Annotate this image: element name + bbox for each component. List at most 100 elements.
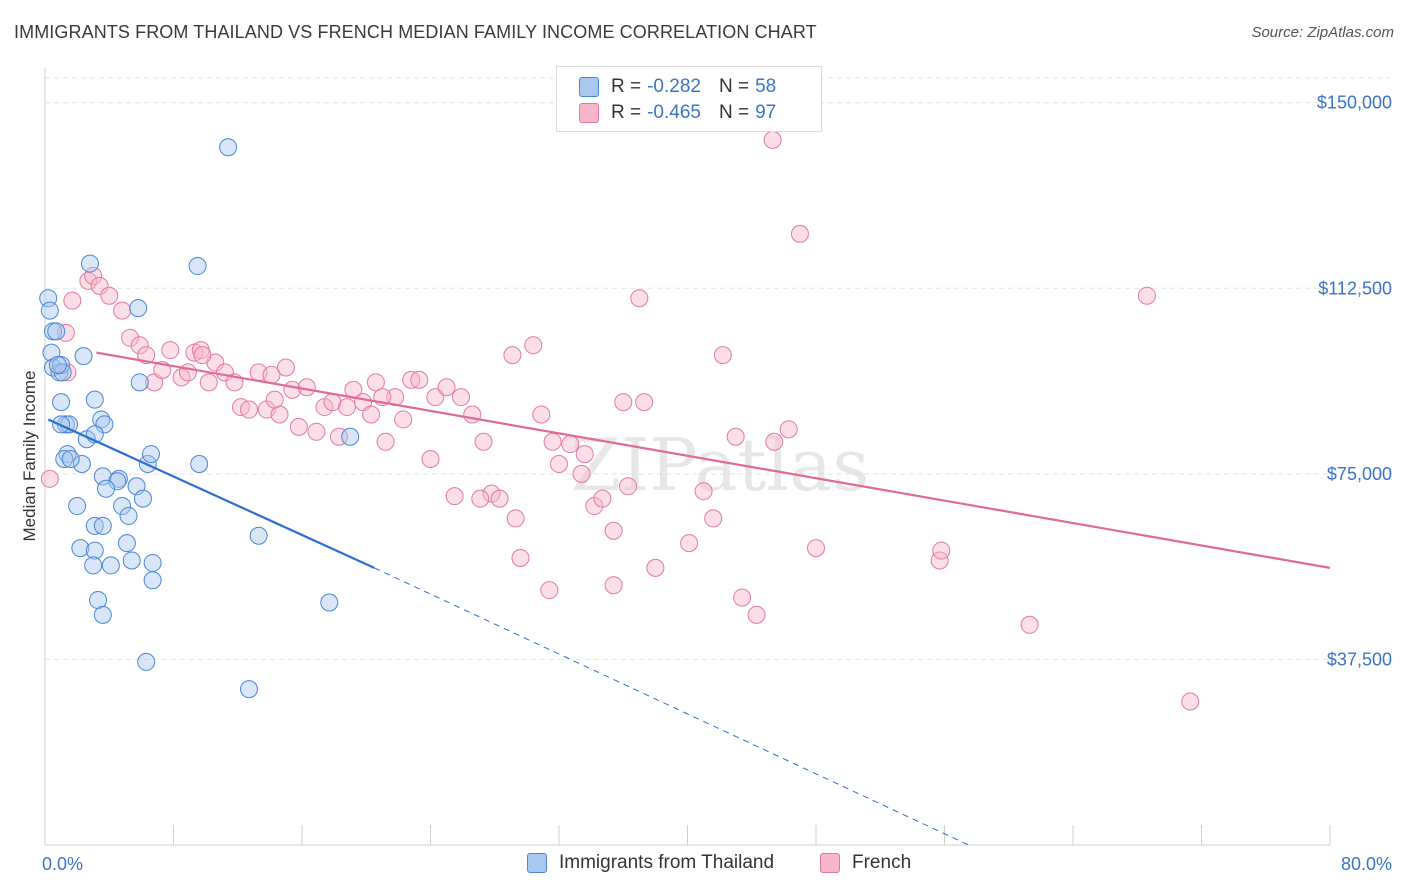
french-point — [765, 432, 784, 451]
thailand-point — [122, 551, 141, 570]
thailand-point — [89, 591, 108, 610]
french-point — [1137, 286, 1156, 305]
y-tick-label: $150,000 — [1317, 93, 1392, 113]
legend-item-french[interactable]: French — [820, 852, 911, 874]
french-point — [543, 432, 562, 451]
french-point — [635, 393, 654, 412]
thailand-point — [119, 506, 138, 525]
french-swatch — [579, 103, 599, 123]
french-point — [572, 464, 591, 483]
n-value: 58 — [755, 76, 777, 97]
y-tick-label: $112,500 — [1318, 278, 1392, 298]
french-point — [1020, 615, 1039, 634]
french-point — [704, 509, 723, 528]
french-point — [646, 558, 665, 577]
french-point — [239, 400, 258, 419]
thailand-point — [341, 427, 360, 446]
legend-label-thailand: Immigrants from Thailand — [559, 852, 775, 873]
french-point — [56, 323, 75, 342]
y-tick-label: $37,500 — [1327, 649, 1392, 669]
french-point — [713, 346, 732, 365]
french-point — [410, 370, 429, 389]
thailand-point — [320, 593, 339, 612]
legend-item-thailand[interactable]: Immigrants from Thailand — [527, 852, 774, 874]
french-point — [337, 398, 356, 417]
french-point — [680, 534, 699, 553]
french-point — [270, 405, 289, 424]
thailand-point — [249, 526, 268, 545]
thailand-point — [68, 497, 87, 516]
thailand-point — [52, 393, 71, 412]
r-value: -0.282 — [647, 76, 701, 97]
trend-lines — [47, 351, 1331, 846]
french-point — [630, 289, 649, 308]
thailand-point — [71, 539, 90, 558]
french-point — [276, 358, 295, 377]
french-point — [471, 489, 490, 508]
thailand-point — [55, 450, 74, 469]
french-point — [265, 390, 284, 409]
y-axis-label: Median Family Income — [20, 370, 39, 541]
french-point — [137, 346, 156, 365]
n-label: N = — [718, 76, 750, 97]
french-point — [604, 521, 623, 540]
thailand-point — [93, 605, 112, 624]
french-point — [524, 336, 543, 355]
x-tick-labels: 0.0% 80.0% — [42, 854, 1392, 874]
source-credit: Source: ZipAtlas.com — [1251, 24, 1394, 41]
grid-lines — [45, 77, 1390, 660]
french-point — [614, 393, 633, 412]
thailand-point — [113, 497, 132, 516]
thailand-point — [143, 553, 162, 572]
french-point — [763, 130, 782, 149]
thailand-point — [130, 373, 149, 392]
french-point — [503, 346, 522, 365]
thailand-point — [58, 445, 77, 464]
thailand-point — [80, 254, 99, 273]
french-point — [561, 435, 580, 454]
chart-title: IMMIGRANTS FROM THAILAND VS FRENCH MEDIA… — [14, 22, 817, 42]
french-point — [575, 445, 594, 464]
french-point — [130, 336, 149, 355]
french-point — [40, 469, 59, 488]
french-point — [694, 482, 713, 501]
thailand-point — [239, 680, 258, 699]
french-point — [394, 410, 413, 429]
french-point — [604, 576, 623, 595]
french-point — [421, 450, 440, 469]
thailand-point — [188, 257, 207, 276]
thailand-point — [190, 454, 209, 473]
thailand-point — [72, 454, 91, 473]
french-trend-line — [96, 351, 1331, 569]
r-value: -0.465 — [647, 102, 701, 123]
french-point — [376, 432, 395, 451]
french-point — [463, 405, 482, 424]
french-point — [63, 291, 82, 310]
x-tick-label: 0.0% — [42, 854, 83, 874]
french-point — [726, 427, 745, 446]
thailand-point — [93, 516, 112, 535]
thailand-swatch — [579, 77, 599, 97]
thailand-trend-extension — [374, 567, 969, 846]
stats-row-thailand: R = -0.282 N = 58 — [579, 74, 776, 100]
thailand-point — [108, 472, 127, 491]
thailand-point — [40, 301, 59, 320]
french-point — [366, 373, 385, 392]
french-point — [506, 509, 525, 528]
french-point — [619, 477, 638, 496]
thailand-point — [74, 347, 93, 366]
axes — [44, 68, 1331, 846]
n-value: 97 — [755, 102, 777, 123]
french-point — [437, 378, 456, 397]
thailand-point — [117, 534, 136, 553]
y-tick-labels: $150,000 $112,500 $75,000 $37,500 — [1317, 93, 1392, 670]
r-label: R = — [611, 102, 642, 123]
french-point — [474, 432, 493, 451]
french-point — [511, 548, 530, 567]
french-points — [40, 130, 1200, 711]
french-point — [593, 489, 612, 508]
thailand-point — [97, 479, 116, 498]
thailand-point — [133, 489, 152, 508]
thailand-point — [92, 410, 111, 429]
